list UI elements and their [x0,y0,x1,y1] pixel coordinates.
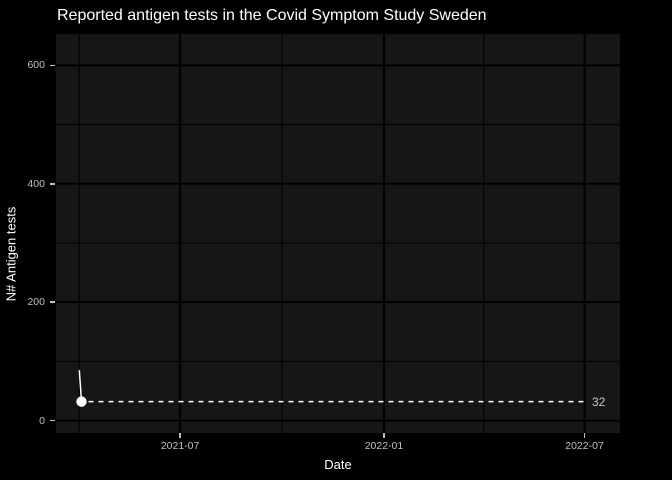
x-tick-label: 2022-07 [565,440,604,452]
y-tick-label: 0 [39,414,45,427]
x-tick-label: 2022-01 [364,440,404,452]
series-line [78,370,83,402]
plot-panel [56,34,620,433]
y-tick-label: 200 [27,296,45,309]
y-tick-mark [50,64,55,67]
y-tick-mark [50,301,55,303]
y-tick-mark [50,419,55,422]
x-tick-mark [583,433,586,438]
y-tick-mark [50,183,55,185]
last-point-marker [76,396,87,407]
x-tick-mark [383,433,385,438]
chart-title: Reported antigen tests in the Covid Symp… [57,7,487,24]
last-value-annotation: 32 [592,394,606,409]
chart-canvas [56,34,620,433]
x-tick-label: 2021-07 [160,440,200,452]
y-tick-label: 600 [27,59,45,72]
x-axis-title: Date [324,457,352,472]
x-tick-mark [179,433,181,438]
y-axis-title: N# Antigen tests [3,206,19,302]
y-tick-label: 400 [27,177,45,190]
